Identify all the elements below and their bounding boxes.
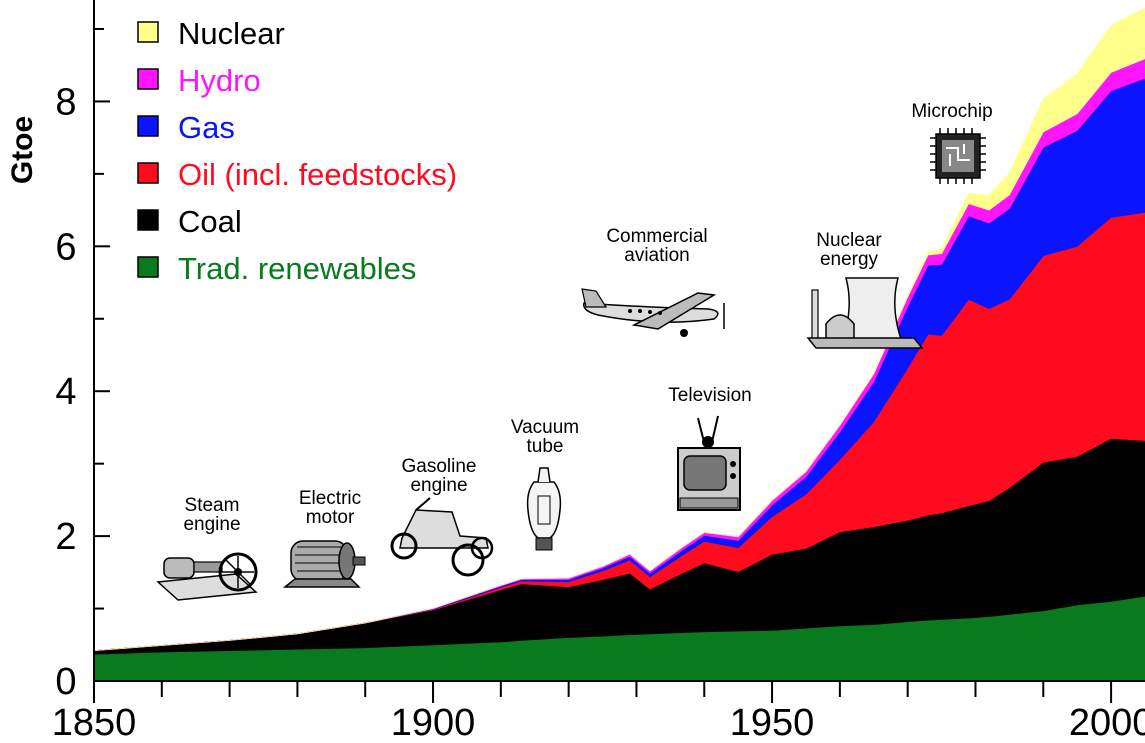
legend-item: Hydro	[137, 63, 261, 98]
y-tick-label: 2	[55, 516, 76, 558]
television-icon	[677, 415, 741, 511]
annotation-label-motor: Electric motor	[299, 488, 361, 528]
annotation-label-television: Television	[668, 385, 751, 406]
annotation-line: Microchip	[911, 101, 992, 122]
legend-swatch	[137, 21, 159, 43]
legend-swatch	[137, 256, 159, 278]
annotation-line: engine	[183, 514, 240, 535]
annotation-line: Steam	[185, 495, 240, 516]
legend-item: Oil (incl. feedstocks)	[137, 157, 457, 192]
annotation-label-gasoline: Gasoline engine	[402, 456, 477, 496]
legend: Nuclear Hydro Gas Oil (incl. feedstocks) Coa…	[137, 16, 457, 286]
x-tick-label: 1850	[52, 702, 137, 743]
annotation-line: Vacuum	[511, 417, 579, 438]
y-tick-label: 6	[55, 226, 76, 268]
vacuum-tube-icon	[526, 467, 562, 551]
annotation-label-microchip: Microchip	[911, 101, 992, 122]
legend-label: Oil (incl. feedstocks)	[178, 157, 457, 192]
automobile-icon	[390, 497, 494, 577]
area-nuclear	[93, 7, 1145, 651]
annotation-line: Electric	[299, 488, 361, 509]
legend-label: Trad. renewables	[178, 251, 416, 286]
annotation-line: tube	[527, 436, 564, 457]
legend-swatch	[137, 68, 159, 90]
legend-label: Gas	[178, 110, 235, 145]
airplane-icon	[581, 288, 725, 337]
legend-swatch	[137, 115, 159, 137]
microchip-icon	[930, 128, 986, 184]
annotation-label-nuclear: Nuclear energy	[816, 230, 882, 270]
legend-swatch	[137, 162, 159, 184]
annotation-line: engine	[410, 475, 467, 496]
legend-label: Hydro	[178, 63, 261, 98]
y-tick-label: 4	[55, 371, 76, 413]
legend-label: Nuclear	[178, 16, 285, 51]
annotation-line: Nuclear	[816, 230, 882, 251]
legend-label: Coal	[178, 204, 242, 239]
annotation-line: Television	[668, 385, 751, 406]
x-tick-label: 2000	[1069, 702, 1145, 743]
legend-item: Nuclear	[137, 16, 285, 51]
y-axis-title: Gtoe	[6, 116, 39, 184]
annotation-line: motor	[306, 507, 355, 528]
legend-swatch	[137, 209, 159, 231]
legend-item: Gas	[137, 110, 235, 145]
annotation-label-vacuum: Vacuum tube	[511, 417, 579, 457]
annotation-line: Commercial	[606, 226, 707, 247]
y-tick-label: 8	[55, 81, 76, 123]
annotation-line: energy	[820, 249, 879, 270]
steam-engine-icon	[156, 552, 258, 601]
nuclear-plant-icon	[806, 277, 924, 349]
ticks: 1850 1900 1950 2000 0 2 4 6 8	[52, 27, 1145, 743]
area-layers	[93, 7, 1145, 682]
legend-item: Coal	[137, 204, 242, 239]
annotation-label-steam: Steam engine	[183, 495, 240, 535]
annotation-label-aviation: Commercial aviation	[606, 226, 707, 266]
annotation-line: Gasoline	[402, 456, 477, 477]
x-tick-label: 1950	[730, 702, 815, 743]
y-tick-label: 0	[55, 661, 76, 703]
annotation-line: aviation	[624, 245, 690, 266]
axes	[93, 0, 1145, 682]
legend-item: Trad. renewables	[137, 251, 416, 286]
electric-motor-icon	[282, 540, 366, 588]
x-tick-label: 1900	[391, 702, 476, 743]
